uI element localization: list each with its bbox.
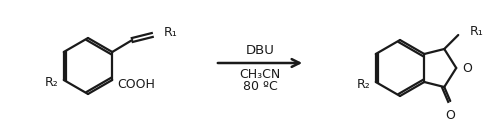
Text: O: O xyxy=(462,61,472,75)
Text: R₁: R₁ xyxy=(470,26,484,38)
Text: COOH: COOH xyxy=(117,78,155,91)
Text: R₂: R₂ xyxy=(357,78,371,91)
Text: R₂: R₂ xyxy=(45,76,59,90)
Text: R₁: R₁ xyxy=(164,27,178,39)
Text: DBU: DBU xyxy=(246,44,274,57)
Text: O: O xyxy=(446,109,455,122)
Text: CH₃CN: CH₃CN xyxy=(240,68,281,82)
Text: 80 ºC: 80 ºC xyxy=(242,81,278,93)
